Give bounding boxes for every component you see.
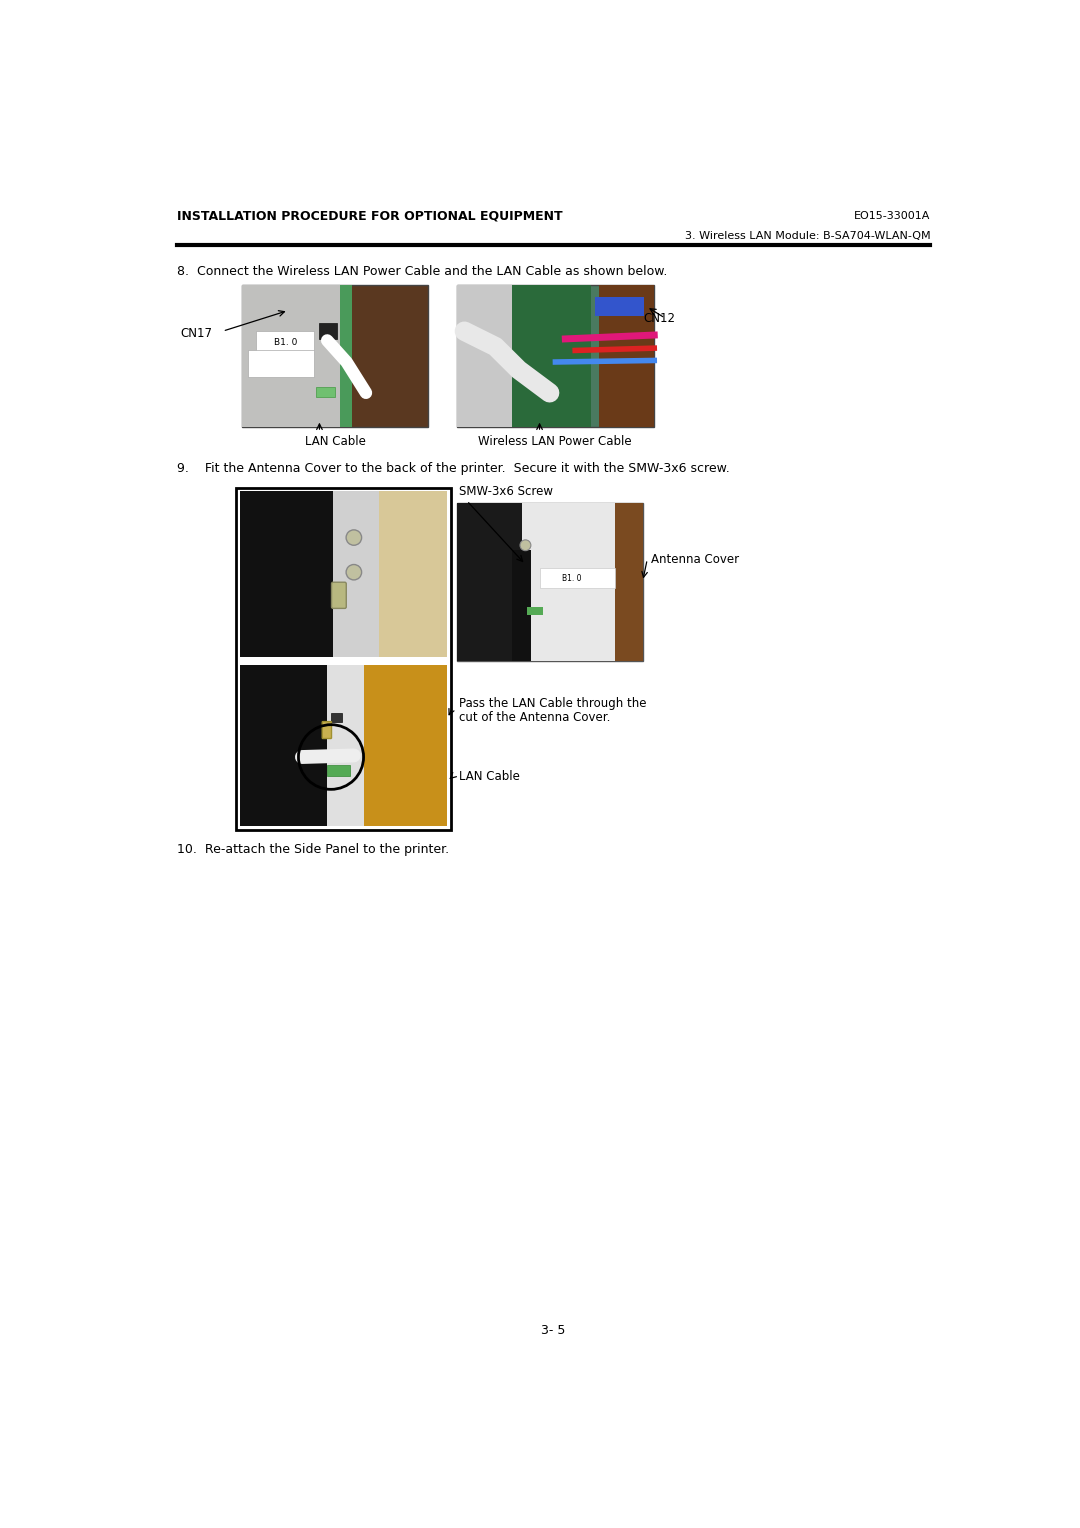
Text: LAN Cable: LAN Cable — [459, 770, 519, 782]
Bar — [315, 388, 335, 397]
Bar — [333, 492, 379, 657]
Bar — [242, 286, 345, 428]
Circle shape — [346, 530, 362, 545]
Bar — [256, 332, 314, 354]
Bar — [340, 286, 352, 428]
Text: INSTALLATION PROCEDURE FOR OPTIONAL EQUIPMENT: INSTALLATION PROCEDURE FOR OPTIONAL EQUI… — [177, 209, 563, 222]
Bar — [522, 503, 643, 660]
Text: SMW-3x6 Screw: SMW-3x6 Screw — [459, 484, 553, 498]
Text: 3- 5: 3- 5 — [541, 1325, 566, 1337]
Bar — [457, 503, 643, 660]
Text: 10.  Re-attach the Side Panel to the printer.: 10. Re-attach the Side Panel to the prin… — [177, 843, 449, 856]
Bar — [615, 503, 643, 660]
Text: B1. 0: B1. 0 — [273, 338, 297, 347]
FancyBboxPatch shape — [322, 721, 332, 738]
Text: 3. Wireless LAN Module: B-SA704-WLAN-QM: 3. Wireless LAN Module: B-SA704-WLAN-QM — [685, 231, 930, 241]
Bar — [248, 350, 314, 377]
Bar — [457, 286, 654, 428]
Bar — [512, 550, 531, 660]
Bar — [330, 714, 342, 723]
Bar — [240, 492, 333, 657]
Bar — [540, 568, 615, 588]
Bar — [240, 492, 447, 657]
Text: Pass the LAN Cable through the: Pass the LAN Cable through the — [459, 697, 647, 711]
FancyBboxPatch shape — [332, 582, 347, 608]
Text: B1. 0: B1. 0 — [563, 575, 582, 582]
Text: Wireless LAN Power Cable: Wireless LAN Power Cable — [478, 435, 632, 448]
Bar — [242, 286, 428, 428]
Bar — [235, 487, 451, 830]
Text: 8.  Connect the Wireless LAN Power Cable and the LAN Cable as shown below.: 8. Connect the Wireless LAN Power Cable … — [177, 266, 667, 278]
Text: CN12: CN12 — [644, 312, 675, 324]
Text: EO15-33001A: EO15-33001A — [854, 211, 930, 220]
Bar — [599, 286, 654, 428]
Text: Antenna Cover: Antenna Cover — [651, 553, 740, 565]
Circle shape — [346, 564, 362, 581]
Text: 9.    Fit the Antenna Cover to the back of the printer.  Secure it with the SMW-: 9. Fit the Antenna Cover to the back of … — [177, 461, 730, 475]
Text: CN17: CN17 — [180, 327, 213, 341]
Bar — [327, 766, 350, 776]
Text: cut of the Antenna Cover.: cut of the Antenna Cover. — [459, 711, 610, 724]
Bar — [595, 296, 645, 316]
Bar — [512, 348, 591, 428]
Bar — [327, 665, 364, 827]
Bar — [320, 324, 337, 339]
Bar — [512, 286, 591, 348]
Bar — [240, 665, 447, 827]
Text: LAN Cable: LAN Cable — [305, 435, 365, 448]
Bar — [457, 286, 512, 428]
Bar — [240, 665, 327, 827]
Bar — [457, 503, 522, 660]
Bar — [527, 607, 543, 614]
Circle shape — [521, 539, 531, 550]
